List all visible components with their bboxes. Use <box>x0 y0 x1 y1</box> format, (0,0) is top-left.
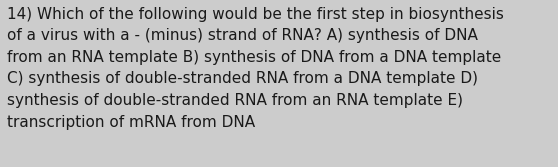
Text: 14) Which of the following would be the first step in biosynthesis
of a virus wi: 14) Which of the following would be the … <box>7 7 504 130</box>
